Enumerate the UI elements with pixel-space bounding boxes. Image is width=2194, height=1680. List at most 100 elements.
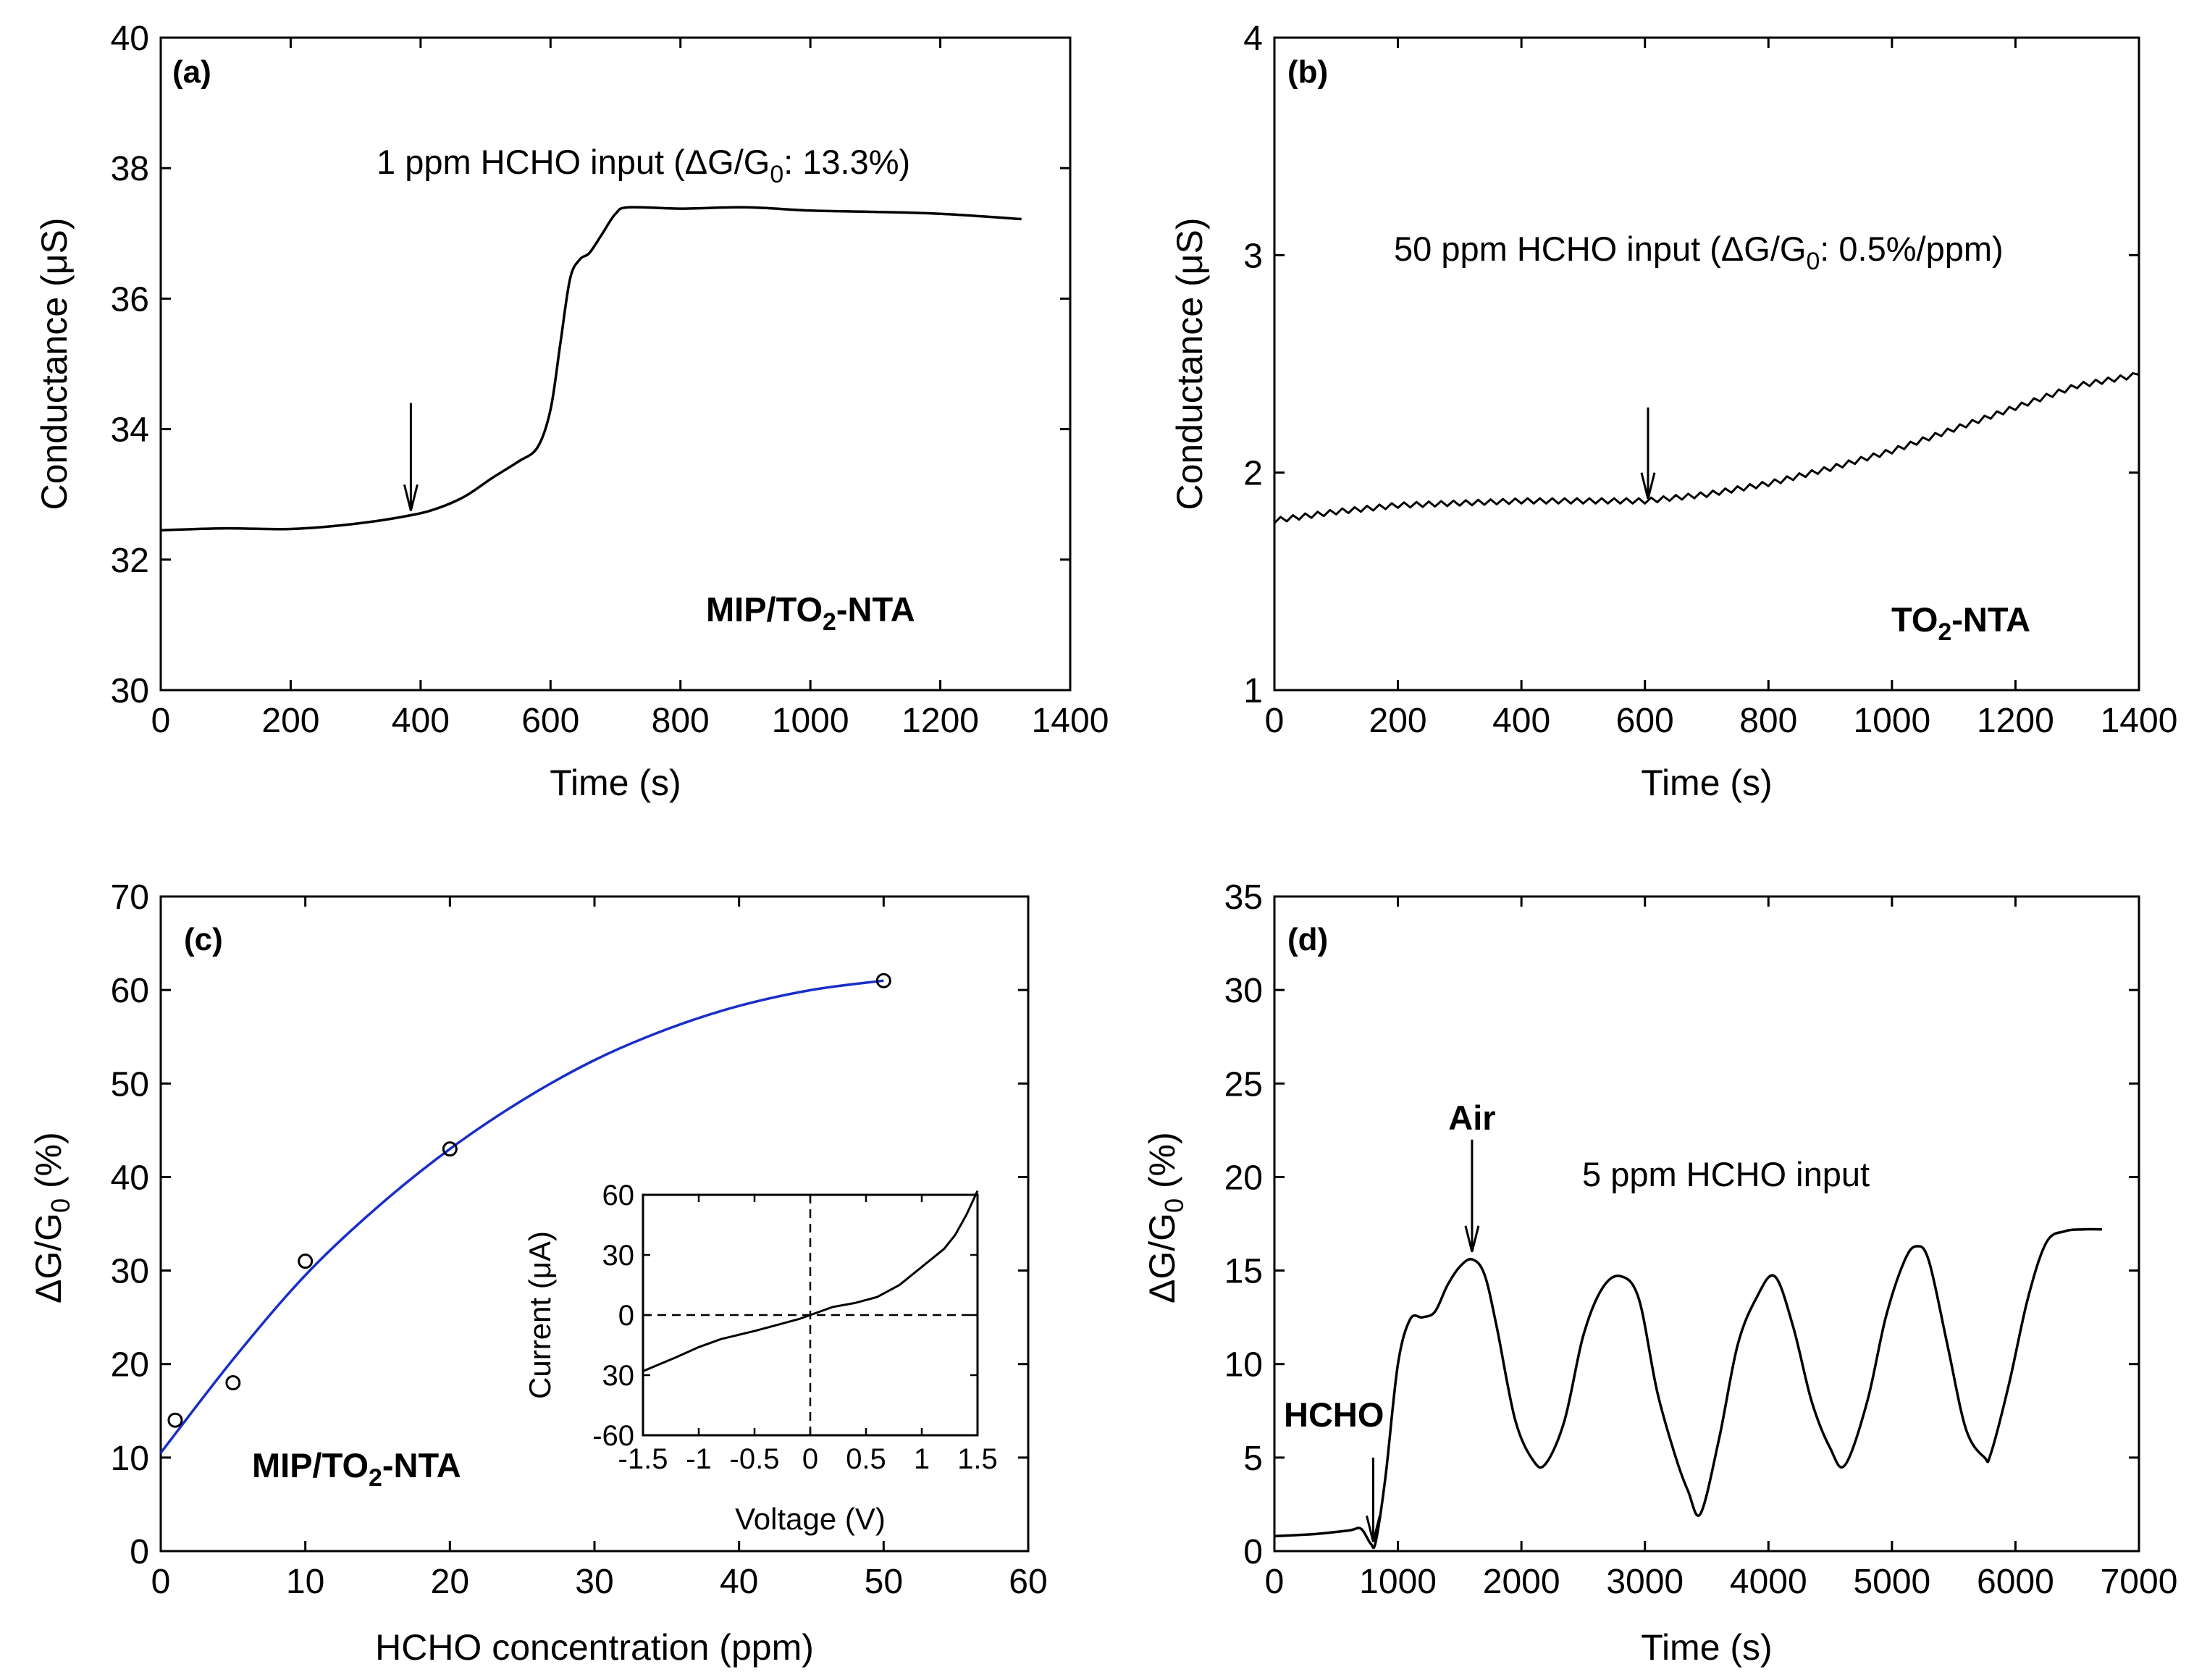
y-tick-label: 35 — [1224, 878, 1263, 917]
y-tick-label: 70 — [111, 878, 149, 917]
x-tick-label: 2000 — [1483, 1563, 1560, 1601]
y-tick-label: 60 — [111, 972, 149, 1010]
inset-y-tick-label: 60 — [602, 1180, 635, 1211]
panel-label: (a) — [172, 54, 211, 90]
arrow-head — [1640, 472, 1656, 500]
annotation: 50 ppm HCHO input (ΔG/G0: 0.5%/ppm) — [1394, 230, 2004, 275]
y-tick-label: 25 — [1224, 1065, 1263, 1104]
x-tick-label: 1200 — [1977, 702, 2054, 740]
air-label: Air — [1448, 1099, 1495, 1137]
x-tick-label: 1400 — [1032, 702, 1109, 740]
y-axis-label-tail: (%) — [1142, 1132, 1182, 1198]
y-tick-label: 32 — [111, 542, 149, 580]
sample-label-main: MIP/TO — [252, 1446, 369, 1484]
y-tick-label: 30 — [111, 1253, 149, 1291]
inset-x-tick-label: -0.5 — [730, 1443, 780, 1475]
sample-label-sub: 2 — [823, 608, 836, 636]
annotation-main: 50 ppm HCHO input (ΔG/G — [1394, 230, 1806, 268]
panel-b: 0 200 400 600 800 1000 1200 1400 1 2 3 4 Time (s) Con… — [1169, 20, 2177, 803]
sample-label-sub: 2 — [369, 1464, 382, 1492]
y-tick-label: 20 — [111, 1346, 149, 1385]
y-tick-label: 0 — [130, 1533, 149, 1571]
x-tick-label: 3000 — [1606, 1563, 1684, 1601]
sample-label-sub: 2 — [1938, 618, 1951, 646]
data-point — [225, 1375, 241, 1391]
sample-label: MIP/TO2-NTA — [252, 1446, 461, 1492]
plot-frame — [159, 36, 1072, 692]
y-tick-label: 30 — [111, 672, 149, 710]
x-tick-label: 200 — [1369, 702, 1427, 740]
data-point — [167, 1412, 183, 1428]
y-tick-label: 10 — [1224, 1346, 1263, 1385]
x-tick-label: 5000 — [1853, 1563, 1930, 1601]
x-tick-label: 1000 — [772, 702, 849, 740]
x-tick-label: 200 — [261, 702, 319, 740]
y-tick-label: 40 — [111, 1159, 149, 1197]
y-axis-label: Conductance (μS) — [1169, 217, 1210, 510]
y-tick-label: 3 — [1243, 237, 1263, 275]
x-tick-label: 1000 — [1853, 702, 1930, 740]
inset-x-tick-label: -1 — [686, 1443, 712, 1475]
x-tick-label: 800 — [652, 702, 710, 740]
hcho-arrow-head — [1366, 1515, 1381, 1542]
y-tick-label: 40 — [111, 20, 149, 58]
x-tick-label: 6000 — [1977, 1563, 2054, 1601]
x-axis-label: HCHO concentration (ppm) — [375, 1627, 814, 1668]
x-tick-label: 600 — [1616, 702, 1674, 740]
panel-label: (b) — [1287, 54, 1328, 90]
y-tick-label: 34 — [111, 411, 149, 450]
x-axis-label: Time (s) — [550, 763, 681, 803]
x-tick-label: 7000 — [2101, 1563, 2178, 1601]
hcho-label: HCHO — [1284, 1395, 1384, 1434]
annotation-tail: : 13.3%) — [783, 143, 910, 181]
inset-x-axis-label: Voltage (V) — [735, 1502, 886, 1536]
sample-label-tail: -NTA — [382, 1446, 461, 1484]
annotation: 1 ppm HCHO input (ΔG/G0: 13.3%) — [377, 143, 910, 188]
y-axis-label-sub: 0 — [1159, 1198, 1189, 1213]
y-tick-label: 1 — [1243, 672, 1263, 710]
fit-curve — [159, 979, 884, 1454]
y-tick-label: 30 — [1224, 972, 1263, 1010]
y-tick-label: 20 — [1224, 1159, 1263, 1197]
sample-label-main: MIP/TO — [706, 590, 823, 629]
y-axis-label-tail: (%) — [28, 1132, 69, 1198]
x-tick-label: 0 — [1265, 702, 1285, 740]
inset-y-tick-label: -60 — [592, 1420, 634, 1452]
inset-iv-curve — [642, 1190, 979, 1372]
x-tick-label: 50 — [865, 1563, 903, 1601]
inset-x-tick-label: -1.5 — [618, 1443, 668, 1475]
data-line — [160, 206, 1022, 532]
data-point — [298, 1253, 314, 1269]
y-tick-label: 38 — [111, 150, 149, 188]
y-tick-label: 4 — [1243, 20, 1263, 58]
panel-d: 0 1000 2000 3000 4000 5000 6000 7000 0 5 10 15 20 25 3… — [1142, 878, 2177, 1668]
x-tick-label: 800 — [1739, 702, 1797, 740]
inset-chart: -1.5 -1 -0.5 0 0.5 1 1.5 60 30 0 30 -60 Voltage (V) C… — [523, 1180, 998, 1536]
y-axis-label: Conductance (μS) — [34, 217, 75, 510]
x-tick-label: 400 — [1492, 702, 1550, 740]
sample-label: MIP/TO2-NTA — [706, 590, 915, 636]
x-tick-label: 0 — [1265, 1563, 1285, 1601]
panel-label: (c) — [184, 922, 223, 957]
y-tick-label: 2 — [1243, 455, 1263, 493]
y-tick-label: 0 — [1243, 1533, 1263, 1571]
x-tick-label: 10 — [286, 1563, 324, 1601]
x-tick-label: 40 — [720, 1563, 758, 1601]
sample-label-tail: -NTA — [1951, 600, 2030, 639]
x-axis-label: Time (s) — [1641, 1627, 1772, 1668]
x-tick-label: 0 — [151, 702, 171, 740]
inset-x-tick-label: 1.5 — [957, 1443, 998, 1475]
annotation-tail: : 0.5%/ppm) — [1820, 230, 2003, 268]
x-tick-label: 4000 — [1730, 1563, 1807, 1601]
sample-label-main: TO — [1891, 600, 1938, 639]
data-point — [442, 1141, 458, 1157]
plot-frame — [1273, 895, 2140, 1553]
y-tick-label: 5 — [1243, 1440, 1263, 1478]
x-tick-label: 600 — [521, 702, 579, 740]
y-tick-label: 50 — [111, 1065, 149, 1104]
sample-label: TO2-NTA — [1891, 600, 2030, 646]
annotation-main: 1 ppm HCHO input (ΔG/G — [377, 143, 770, 181]
data-line — [1274, 1227, 2102, 1550]
inset-x-tick-label: 0 — [802, 1443, 818, 1475]
x-axis-label: Time (s) — [1641, 763, 1772, 803]
